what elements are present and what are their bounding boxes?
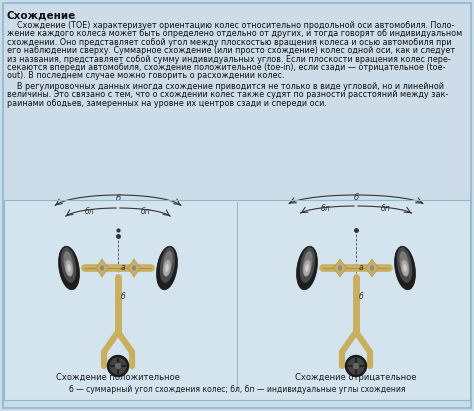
Ellipse shape (300, 247, 315, 283)
Text: б: б (116, 194, 120, 203)
Bar (4, 200, 470, 400)
Ellipse shape (297, 246, 318, 290)
Text: б: б (354, 193, 358, 202)
Ellipse shape (163, 260, 171, 276)
Text: раинами ободьев, замеренных на уровне их центров сзади и спереди оси.: раинами ободьев, замеренных на уровне их… (7, 99, 327, 108)
Ellipse shape (156, 246, 177, 290)
Ellipse shape (303, 260, 311, 276)
Ellipse shape (401, 260, 409, 276)
Ellipse shape (338, 265, 342, 271)
Circle shape (110, 358, 126, 374)
Text: a: a (359, 263, 364, 272)
Ellipse shape (100, 265, 104, 271)
Ellipse shape (163, 251, 173, 275)
Bar (4, 200, 470, 400)
Circle shape (354, 363, 358, 369)
Ellipse shape (303, 251, 313, 275)
Polygon shape (334, 259, 346, 277)
Ellipse shape (160, 247, 175, 283)
Circle shape (116, 363, 120, 369)
Text: a: a (121, 263, 126, 272)
Ellipse shape (61, 247, 76, 283)
Polygon shape (128, 259, 140, 277)
Text: Схождение (TOE) характеризует ориентацию колес относительно продольной оси автом: Схождение (TOE) характеризует ориентацию… (7, 21, 455, 30)
Ellipse shape (132, 265, 136, 271)
Text: из названия, представляет собой сумму индивидуальных углов. Если плоскости враще: из названия, представляет собой сумму ин… (7, 55, 451, 64)
Text: секаются впереди автомобиля, схождение положительное (toe-in), если сзади — отри: секаются впереди автомобиля, схождение п… (7, 63, 446, 72)
Text: б: б (359, 291, 364, 300)
Polygon shape (96, 259, 108, 277)
Circle shape (348, 358, 364, 374)
Text: Схождение отрицательное: Схождение отрицательное (295, 373, 417, 382)
Ellipse shape (64, 251, 73, 275)
Text: величины. Это связано с тем, что о схождении колес также судят по разности расст: величины. Это связано с тем, что о схожд… (7, 90, 448, 99)
Ellipse shape (397, 247, 412, 283)
Ellipse shape (165, 264, 169, 272)
Bar (4, 4, 470, 200)
Text: В регулировочных данных иногда схождение приводится не только в виде угловой, но: В регулировочных данных иногда схождение… (7, 82, 444, 91)
Ellipse shape (59, 246, 80, 290)
Ellipse shape (67, 264, 71, 272)
Text: бл: бл (85, 207, 95, 216)
Circle shape (108, 356, 128, 376)
Text: схождении. Оно представляет собой угол между плоскостью вращения колеса и осью а: схождении. Оно представляет собой угол м… (7, 38, 452, 47)
Text: б: б (121, 291, 126, 300)
Text: бп: бп (381, 204, 391, 213)
Text: Схождение положительное: Схождение положительное (56, 373, 180, 382)
Text: б — суммарный угол схождения колес; бл, бп — индивидуальные углы схождения: б — суммарный угол схождения колес; бл, … (69, 385, 405, 394)
Ellipse shape (370, 265, 374, 271)
Text: Схождение: Схождение (7, 11, 76, 21)
Ellipse shape (403, 264, 407, 272)
Text: его наблюдении сверху. Суммарное схождение (или просто схождение) колес одной ос: его наблюдении сверху. Суммарное схожден… (7, 46, 455, 55)
Ellipse shape (65, 260, 73, 276)
Text: бл: бл (321, 204, 331, 213)
Ellipse shape (400, 251, 409, 275)
Text: жение каждого колеса может быть определено отдельно от других, и тогда говорят о: жение каждого колеса может быть определе… (7, 30, 462, 38)
Text: бп: бп (141, 207, 151, 216)
Ellipse shape (394, 246, 415, 290)
Ellipse shape (305, 264, 309, 272)
Polygon shape (366, 259, 378, 277)
Text: out). В последнем случае можно говорить о расхождении колес.: out). В последнем случае можно говорить … (7, 72, 284, 81)
Circle shape (346, 356, 366, 376)
